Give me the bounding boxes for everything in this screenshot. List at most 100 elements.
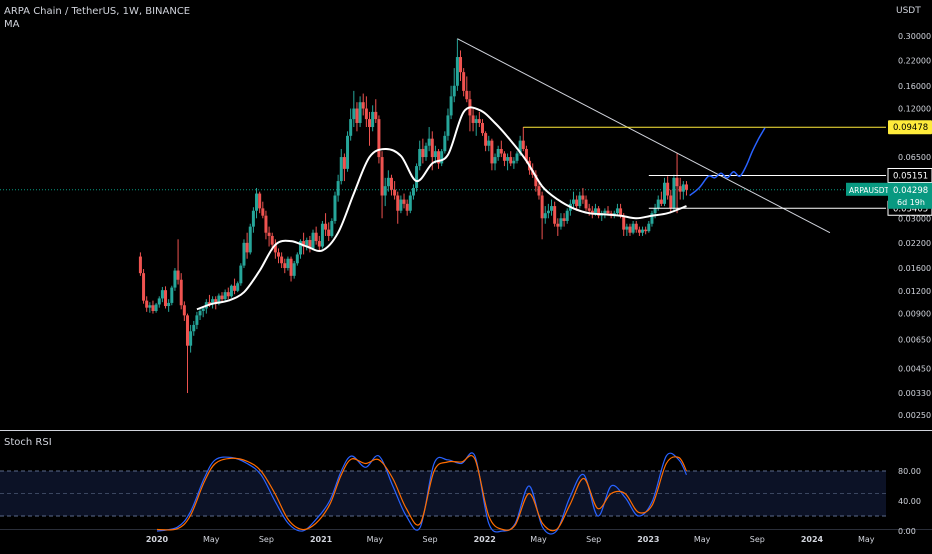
candle-body[interactable] <box>377 119 381 158</box>
candle-body[interactable] <box>440 151 444 164</box>
descending-trendline[interactable] <box>457 38 831 234</box>
price-axis[interactable]: 0.30000 0.22000 0.16000 0.12000 0.06500 0.030… <box>846 32 932 536</box>
candle-body[interactable] <box>302 241 306 247</box>
candle-body[interactable] <box>182 305 186 316</box>
candle-body[interactable] <box>160 290 164 299</box>
candle-body[interactable] <box>518 140 522 154</box>
candle-body[interactable] <box>433 151 437 158</box>
candle-body[interactable] <box>678 186 682 192</box>
candle-body[interactable] <box>393 189 397 196</box>
candle-body[interactable] <box>333 195 337 221</box>
candle-body[interactable] <box>641 229 645 233</box>
candle-body[interactable] <box>399 199 403 211</box>
candle-body[interactable] <box>273 244 277 253</box>
candle-body[interactable] <box>534 174 538 187</box>
candle-body[interactable] <box>537 186 541 196</box>
price-pane[interactable] <box>0 38 932 431</box>
candle-body[interactable] <box>170 287 174 303</box>
time-axis[interactable]: 2020 May Sep 2021 May Sep 2022 May Sep 2023 May Sep… <box>146 535 875 544</box>
candle-body[interactable] <box>405 203 409 211</box>
candle-body[interactable] <box>276 252 280 257</box>
candle-body[interactable] <box>653 208 657 214</box>
candle-body[interactable] <box>587 208 591 211</box>
candle-body[interactable] <box>242 242 246 266</box>
candle-body[interactable] <box>415 166 419 188</box>
candle-body[interactable] <box>223 292 227 300</box>
candle-body[interactable] <box>167 302 171 307</box>
candle-body[interactable] <box>490 140 494 164</box>
candle-body[interactable] <box>459 57 463 73</box>
candle-body[interactable] <box>342 157 346 169</box>
candle-body[interactable] <box>556 223 560 227</box>
candle-body[interactable] <box>248 226 252 253</box>
candle-body[interactable] <box>236 283 240 291</box>
candle-body[interactable] <box>644 229 648 232</box>
candle-body[interactable] <box>681 184 685 192</box>
candle-body[interactable] <box>145 300 149 308</box>
candle-body[interactable] <box>371 111 375 128</box>
candle-body[interactable] <box>176 270 180 280</box>
candle-body[interactable] <box>606 210 610 214</box>
candle-body[interactable] <box>546 210 550 214</box>
candle-body[interactable] <box>637 229 641 233</box>
candle-body[interactable] <box>659 199 663 204</box>
candle-body[interactable] <box>380 157 384 196</box>
candle-body[interactable] <box>361 102 365 109</box>
candle-body[interactable] <box>368 119 372 128</box>
candle-body[interactable] <box>499 148 503 154</box>
candle-body[interactable] <box>669 195 673 209</box>
candle-body[interactable] <box>201 308 205 311</box>
candle-body[interactable] <box>477 119 481 123</box>
candle-body[interactable] <box>229 285 233 297</box>
candle-body[interactable] <box>151 305 155 311</box>
candle-body[interactable] <box>524 148 528 161</box>
candle-body[interactable] <box>383 186 387 196</box>
candle-body[interactable] <box>559 218 563 227</box>
candle-body[interactable] <box>217 295 221 304</box>
candle-body[interactable] <box>571 199 575 204</box>
candle-body[interactable] <box>164 290 168 307</box>
candle-body[interactable] <box>515 153 519 161</box>
candle-body[interactable] <box>550 206 554 211</box>
candle-body[interactable] <box>295 254 299 264</box>
candle-body[interactable] <box>603 210 607 214</box>
candle-body[interactable] <box>418 148 422 167</box>
stoch-rsi-pane[interactable] <box>0 452 932 535</box>
candle-body[interactable] <box>443 135 447 152</box>
candle-body[interactable] <box>239 265 243 284</box>
candle-body[interactable] <box>581 195 585 200</box>
candle-body[interactable] <box>336 181 340 196</box>
candle-body[interactable] <box>211 299 215 305</box>
candle-body[interactable] <box>402 199 406 204</box>
candle-body[interactable] <box>330 220 334 236</box>
projection-path[interactable] <box>689 127 766 197</box>
candle-body[interactable] <box>320 223 324 247</box>
candle-body[interactable] <box>308 240 312 249</box>
candle-body[interactable] <box>666 182 670 196</box>
candle-body[interactable] <box>374 111 378 120</box>
candle-body[interactable] <box>502 153 506 161</box>
candle-body[interactable] <box>465 90 469 100</box>
candle-body[interactable] <box>562 218 566 221</box>
candle-body[interactable] <box>311 232 315 249</box>
candle-body[interactable] <box>509 157 513 164</box>
candle-body[interactable] <box>214 299 218 304</box>
candle-body[interactable] <box>154 304 158 311</box>
candle-body[interactable] <box>540 195 544 219</box>
candle-body[interactable] <box>355 108 359 123</box>
candle-body[interactable] <box>226 292 230 297</box>
candle-body[interactable] <box>462 72 466 91</box>
candle-body[interactable] <box>452 85 456 97</box>
candle-body[interactable] <box>512 160 516 164</box>
candle-body[interactable] <box>634 223 638 230</box>
candle-body[interactable] <box>261 208 265 216</box>
candle-body[interactable] <box>421 148 425 158</box>
candle-body[interactable] <box>430 138 434 158</box>
candle-body[interactable] <box>267 232 271 236</box>
stoch-d-line[interactable] <box>156 455 688 532</box>
candle-body[interactable] <box>220 295 224 300</box>
candle-body[interactable] <box>324 223 328 230</box>
candle-body[interactable] <box>578 195 582 207</box>
candle-body[interactable] <box>364 108 368 120</box>
